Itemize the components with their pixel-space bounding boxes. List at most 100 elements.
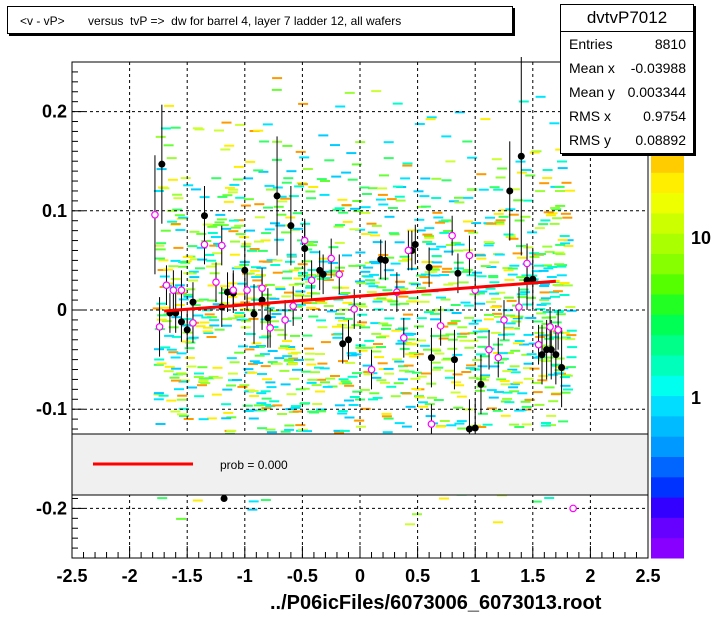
histogram-cell <box>502 370 513 373</box>
histogram-cell <box>187 245 198 248</box>
histogram-cell <box>560 391 571 394</box>
histogram-cell <box>338 378 349 381</box>
histogram-cell <box>234 293 245 296</box>
palette-swatch <box>651 212 684 234</box>
histogram-cell <box>429 312 440 315</box>
histogram-cell <box>179 414 189 417</box>
histogram-cell <box>180 262 191 265</box>
histogram-cell <box>234 224 245 227</box>
histogram-cell <box>552 284 563 286</box>
histogram-cell <box>433 216 444 219</box>
histogram-cell <box>265 428 276 431</box>
histogram-cell <box>296 182 307 185</box>
histogram-cell <box>394 195 405 198</box>
histogram-cell <box>224 186 235 189</box>
histogram-cell <box>454 243 465 246</box>
histogram-cell <box>301 278 312 281</box>
histogram-cell <box>198 418 209 421</box>
histogram-cell <box>174 304 185 306</box>
histogram-cell <box>444 369 455 372</box>
histogram-cell <box>254 354 265 357</box>
profile-point-filled <box>471 424 479 432</box>
histogram-cell <box>254 203 265 206</box>
histogram-cell <box>424 227 435 230</box>
profile-point-filled <box>477 380 485 388</box>
histogram-cell <box>493 315 504 318</box>
profile-points <box>151 57 577 513</box>
histogram-cell <box>563 245 574 247</box>
histogram-cell <box>355 228 366 231</box>
profile-point-open <box>546 323 554 331</box>
histogram-cell <box>332 208 343 211</box>
stats-value: 0.003344 <box>627 84 686 100</box>
histogram-cell <box>421 261 432 263</box>
histogram-cell <box>403 313 413 316</box>
histogram-cell <box>355 346 366 349</box>
histogram-cell <box>347 375 358 378</box>
histogram-cell <box>261 397 272 400</box>
histogram-cell <box>474 292 485 295</box>
histogram-cell <box>272 362 283 365</box>
histogram-cell <box>178 265 188 268</box>
x-tick-label: -2.5 <box>56 566 87 586</box>
histogram-cell <box>269 297 280 300</box>
histogram-cell <box>288 269 299 272</box>
histogram-cell <box>512 342 523 345</box>
histogram-cell <box>465 367 476 370</box>
histogram-cell <box>359 186 370 189</box>
histogram-cell <box>445 333 456 336</box>
histogram-cell <box>384 317 395 320</box>
histogram-cell <box>221 121 232 124</box>
histogram-cell <box>312 403 323 405</box>
histogram-cell <box>260 239 271 242</box>
histogram-cell <box>376 346 386 348</box>
histogram-cell <box>413 325 424 328</box>
histogram-cell <box>323 279 334 281</box>
histogram-cell <box>497 167 508 170</box>
histogram-cell <box>416 375 427 378</box>
histogram-cell <box>269 320 279 323</box>
histogram-cell <box>399 347 410 350</box>
stats-value: 0.9754 <box>643 108 686 124</box>
histogram-cell <box>461 270 472 273</box>
histogram-cell <box>458 281 469 284</box>
histogram-cell <box>226 357 237 360</box>
histogram-cell <box>419 276 430 279</box>
histogram-cell <box>216 218 227 221</box>
histogram-cell <box>448 282 459 285</box>
histogram-cell <box>454 384 465 387</box>
histogram-cell <box>320 180 330 182</box>
histogram-cell <box>293 359 304 361</box>
histogram-cell <box>504 333 515 336</box>
histogram-cell <box>430 361 441 364</box>
histogram-cell <box>340 292 351 294</box>
histogram-cell <box>509 390 520 393</box>
histogram-cell <box>172 193 183 196</box>
histogram-cell <box>168 265 179 268</box>
histogram-cell <box>170 223 181 225</box>
histogram-cell <box>206 259 217 262</box>
histogram-cell <box>443 283 454 286</box>
histogram-cell <box>355 303 366 306</box>
histogram-cell <box>391 329 402 332</box>
histogram-cell <box>499 209 509 212</box>
histogram-cell <box>323 305 334 307</box>
histogram-cell <box>178 380 189 383</box>
histogram-cell <box>178 298 189 301</box>
histogram-cell <box>405 353 416 356</box>
histogram-cell <box>273 205 284 208</box>
histogram-cell <box>451 312 462 314</box>
y-tick-label: -0.2 <box>36 498 67 518</box>
profile-point-open <box>177 286 186 294</box>
histogram-cell <box>447 338 458 341</box>
histogram-cell <box>431 265 442 268</box>
histogram-cell <box>507 267 518 270</box>
histogram-cell <box>214 129 224 132</box>
histogram-cell <box>318 134 329 137</box>
histogram-cell <box>224 144 235 147</box>
histogram-cell <box>450 304 461 306</box>
histogram-cell <box>447 322 458 325</box>
histogram-cell <box>277 413 288 415</box>
histogram-cell <box>432 261 443 264</box>
histogram-cell <box>392 102 403 105</box>
